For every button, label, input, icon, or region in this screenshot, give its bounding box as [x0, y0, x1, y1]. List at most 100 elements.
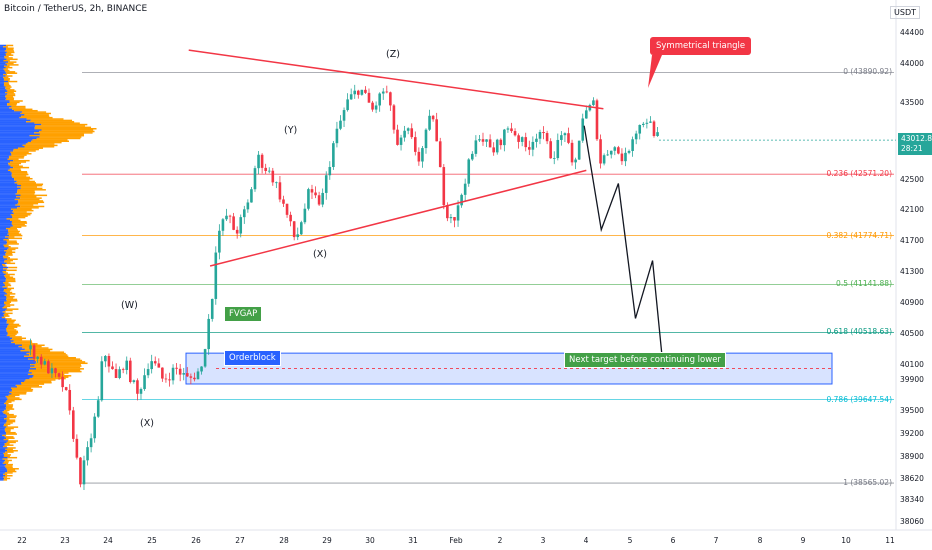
symbol-title[interactable]: Bitcoin / TetherUS, 2h, BINANCE [4, 4, 148, 14]
volume-profile-up-266 [0, 413, 6, 416]
volume-profile-up-110 [0, 197, 21, 199]
fib-level-label-5: 0.786 (39647.54) [826, 394, 893, 404]
volume-profile-up-291 [0, 448, 6, 451]
volume-profile-down-70 [27, 141, 62, 144]
volume-profile-up-82 [0, 158, 8, 161]
volume-profile-down-47 [14, 109, 38, 112]
currency-button[interactable]: USDT [890, 6, 920, 19]
wave-label-w: (W) [121, 300, 138, 311]
volume-profile-up-114 [0, 202, 18, 205]
volume-profile-up-236 [0, 372, 32, 374]
candle-body-109 [417, 151, 421, 162]
volume-profile-down-32 [6, 89, 15, 91]
volume-profile-down-206 [6, 330, 18, 333]
wave-label-z: (Z) [386, 49, 400, 60]
candle-body-81 [317, 195, 321, 205]
volume-profile-down-268 [6, 416, 16, 419]
volume-profile-down-238 [33, 375, 72, 377]
volume-profile-down-253 [5, 395, 16, 398]
volume-profile-up-267 [0, 415, 8, 417]
volume-profile-down-44 [11, 105, 26, 108]
volume-profile-up-182 [0, 297, 7, 299]
volume-profile-up-80 [0, 155, 9, 158]
volume-profile-down-198 [7, 319, 16, 322]
candle-body-149 [560, 135, 563, 140]
volume-profile-down-286 [6, 441, 16, 444]
candle-body-153 [574, 159, 577, 163]
volume-profile-up-250 [0, 391, 10, 394]
volume-profile-up-29 [0, 84, 4, 87]
volume-profile-down-98 [16, 180, 35, 183]
volume-profile-down-269 [4, 418, 10, 420]
fib-level-label-6: 1 (38565.02) [843, 478, 892, 488]
volume-profile-down-236 [31, 372, 69, 374]
volume-profile-down-218 [22, 347, 49, 349]
volume-profile-down-222 [26, 352, 66, 355]
volume-profile-down-312 [4, 477, 11, 480]
volume-profile-down-175 [6, 287, 15, 290]
candle-body-2 [36, 356, 39, 359]
candle-body-16 [86, 447, 89, 461]
volume-profile-up-156 [0, 261, 5, 263]
volume-profile-down-202 [7, 325, 21, 327]
volume-profile-down-143 [6, 243, 19, 245]
volume-profile-down-53 [26, 118, 64, 120]
volume-profile-down-59 [34, 126, 92, 129]
volume-profile-down-214 [11, 341, 33, 344]
candle-body-44 [186, 373, 189, 377]
volume-profile-up-163 [0, 270, 3, 273]
candle-body-115 [438, 141, 442, 168]
volume-profile-down-298 [2, 458, 8, 460]
candle-body-125 [474, 140, 478, 154]
volume-profile-up-137 [0, 234, 10, 237]
volume-profile-down-2 [6, 47, 14, 49]
volume-profile-up-203 [0, 326, 8, 328]
volume-profile-up-295 [0, 454, 5, 456]
volume-profile-down-159 [3, 265, 7, 267]
volume-profile-down-15 [4, 65, 10, 68]
volume-profile-down-191 [5, 309, 13, 312]
volume-profile-down-28 [4, 83, 10, 86]
volume-profile-down-42 [7, 103, 18, 105]
volume-profile-up-209 [0, 334, 7, 337]
triangle-lower-line [209, 169, 587, 267]
volume-profile-up-16 [0, 66, 6, 69]
candle-body-21 [104, 355, 107, 362]
volume-profile-down-147 [7, 248, 16, 251]
volume-profile-down-246 [17, 386, 43, 388]
volume-profile-up-1 [0, 46, 4, 48]
volume-profile-up-127 [0, 220, 12, 223]
volume-profile-up-189 [0, 307, 3, 309]
volume-profile-down-300 [4, 461, 9, 463]
volume-profile-up-200 [0, 322, 7, 324]
candle-body-147 [552, 158, 556, 159]
volume-profile-down-161 [3, 268, 8, 270]
volume-profile-up-92 [0, 172, 12, 174]
volume-profile-down-157 [6, 262, 16, 265]
candle-body-11 [68, 389, 72, 411]
volume-profile-down-252 [8, 394, 20, 396]
volume-profile-down-52 [19, 116, 53, 119]
candle-body-17 [89, 438, 93, 448]
candle-body-35 [153, 361, 157, 364]
volume-profile-up-175 [0, 287, 7, 290]
candle-body-122 [463, 183, 467, 195]
volume-profile-down-192 [2, 311, 6, 313]
volume-profile-down-84 [10, 161, 27, 163]
volume-profile-up-108 [0, 194, 21, 197]
volume-profile-up-3 [0, 48, 7, 51]
volume-profile-down-225 [32, 356, 76, 359]
volume-profile-up-118 [0, 208, 12, 210]
date-tick-label: 8 [757, 536, 763, 545]
volume-profile-up-22 [0, 75, 6, 77]
fib-level-label-2: 0.382 (41774.71) [826, 230, 893, 240]
volume-profile-up-71 [0, 143, 26, 145]
volume-profile-down-88 [13, 166, 30, 169]
volume-profile-up-100 [0, 183, 18, 186]
candle-body-8 [57, 373, 61, 377]
volume-profile-down-68 [32, 139, 68, 141]
volume-profile-up-224 [0, 355, 25, 358]
volume-profile-down-185 [4, 301, 12, 303]
volume-profile-up-196 [0, 316, 2, 319]
